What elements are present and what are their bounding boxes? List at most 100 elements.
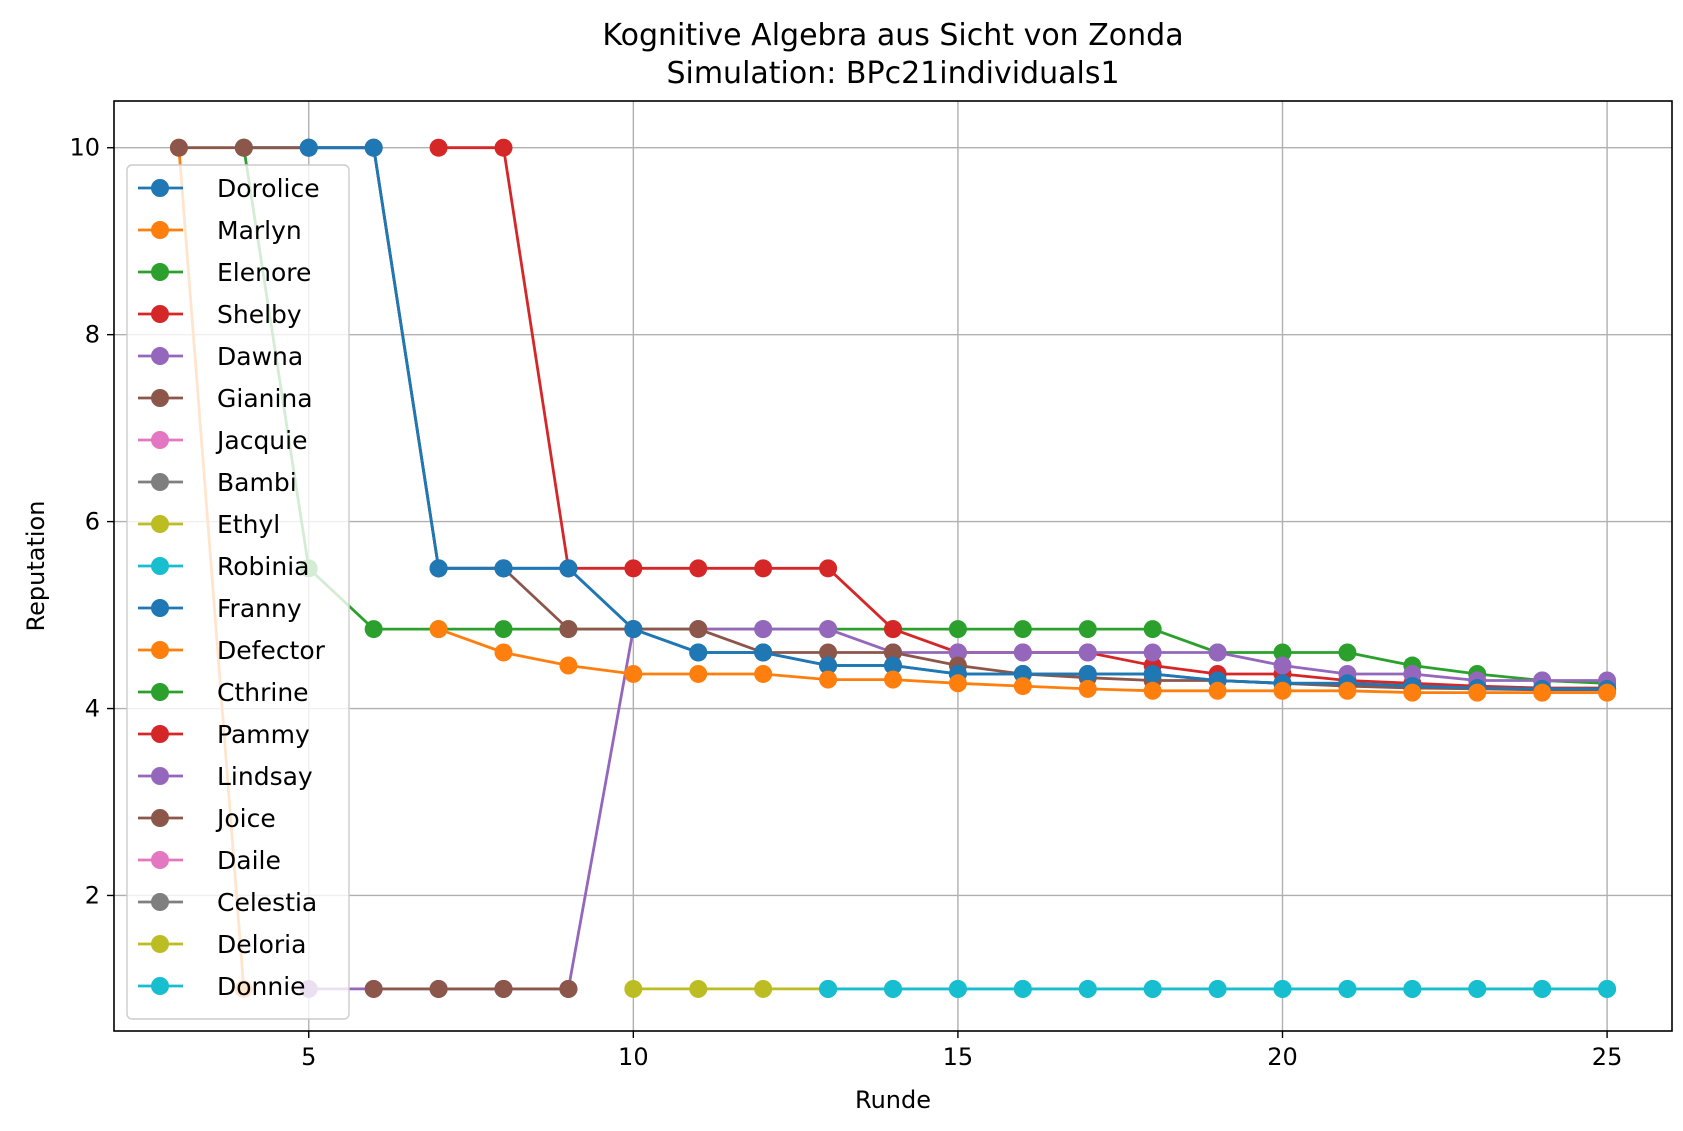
data-point-joice [364, 979, 383, 998]
data-point-franny [819, 656, 838, 675]
legend-item: Elenore [138, 258, 311, 287]
data-point-franny [884, 656, 902, 675]
legend-label: Donnie [217, 972, 306, 1001]
legend-marker [151, 683, 169, 701]
data-point-defector [429, 620, 448, 639]
y-axis-label: Reputation [22, 501, 50, 632]
legend-item: Ethyl [138, 510, 280, 539]
data-point-defector [884, 670, 902, 689]
x-tick-label: 5 [301, 1043, 316, 1071]
legend-label: Daile [217, 846, 281, 875]
data-point-defector [1403, 683, 1422, 702]
legend-label: Jacquie [215, 426, 307, 455]
data-point-shelby [754, 559, 773, 578]
legend-item: Cthrine [138, 678, 309, 707]
y-tick-label: 10 [69, 134, 100, 162]
legend-item: Defector [138, 636, 326, 665]
y-tick-label: 6 [85, 508, 100, 536]
legend-box [126, 164, 350, 1020]
data-point-defector [559, 656, 578, 675]
legend-label: Ethyl [217, 510, 280, 539]
legend-label: Dawna [217, 342, 303, 371]
data-point-dawna [1078, 643, 1097, 662]
legend-marker [151, 809, 169, 827]
legend-label: Joice [215, 804, 276, 833]
legend-marker [151, 389, 169, 407]
data-point-franny [429, 559, 448, 578]
series-donnie [819, 979, 1617, 998]
data-point-franny [299, 138, 318, 157]
data-point-elenore [948, 620, 967, 639]
data-point-gianina [884, 643, 902, 662]
data-point-dawna [1013, 643, 1032, 662]
legend-item: Dorolice [138, 174, 320, 203]
legend-label: Robinia [217, 552, 309, 581]
legend-label: Marlyn [217, 216, 302, 245]
data-point-defector [1273, 681, 1292, 700]
data-point-defector [1078, 679, 1097, 698]
data-point-defector [1533, 683, 1552, 702]
data-point-franny [364, 138, 383, 157]
legend-item: Bambi [138, 468, 297, 497]
data-point-defector [494, 643, 513, 662]
data-point-defector [1013, 677, 1032, 696]
chart-title: Kognitive Algebra aus Sicht von Zonda [602, 18, 1183, 53]
data-point-donnie [948, 979, 967, 998]
data-point-franny [1078, 664, 1097, 683]
data-point-shelby [884, 620, 902, 639]
data-point-donnie [1013, 979, 1032, 998]
data-point-franny [559, 559, 578, 578]
data-point-donnie [884, 979, 902, 998]
data-point-elenore [494, 620, 513, 639]
data-point-dawna [819, 620, 838, 639]
data-point-gianina [559, 620, 578, 639]
plot-frame [113, 100, 1673, 1032]
data-point-ethyl [624, 979, 643, 998]
data-point-donnie [1403, 979, 1422, 998]
data-point-donnie [1598, 979, 1617, 998]
data-point-ethyl [689, 979, 708, 998]
data-point-defector [1143, 681, 1162, 700]
data-point-dawna [1208, 643, 1227, 662]
data-point-elenore [364, 620, 383, 639]
data-point-donnie [1208, 979, 1227, 998]
legend-marker [151, 935, 169, 953]
data-point-defector [624, 664, 643, 683]
legend-marker [151, 221, 169, 239]
axis-ticks: 5 10 15 20 25 2 4 6 8 10 [69, 134, 1622, 1071]
legend-marker [151, 263, 169, 281]
data-point-defector [1598, 683, 1617, 702]
data-point-franny [624, 620, 643, 639]
legend-item: Jacquie [138, 426, 307, 455]
legend-marker [151, 473, 169, 491]
data-point-gianina [819, 643, 838, 662]
series-defector [429, 620, 1617, 702]
legend-item: Donnie [138, 972, 306, 1001]
data-point-defector [819, 670, 838, 689]
data-point-defector [1338, 681, 1357, 700]
y-tick-label: 2 [85, 881, 100, 909]
legend-label: Bambi [217, 468, 297, 497]
data-point-elenore [1338, 643, 1357, 662]
chart-subtitle: Simulation: BPc21individuals1 [666, 56, 1119, 91]
data-point-gianina [234, 138, 253, 157]
legend: Dorolice Marlyn Elenore Shelby Dawna Gianina J… [126, 164, 350, 1020]
legend-marker [151, 347, 169, 365]
legend-label: Pammy [217, 720, 310, 749]
legend-item: Lindsay [138, 762, 313, 791]
data-point-franny [1143, 664, 1162, 683]
data-point-shelby [819, 559, 838, 578]
x-axis-label: Runde [855, 1086, 931, 1114]
legend-label: Defector [217, 636, 326, 665]
legend-marker [151, 515, 169, 533]
legend-marker [151, 767, 169, 785]
legend-item: Pammy [138, 720, 310, 749]
x-tick-label: 20 [1267, 1043, 1298, 1071]
legend-label: Deloria [217, 930, 306, 959]
legend-label: Lindsay [217, 762, 313, 791]
data-point-franny [494, 559, 513, 578]
y-tick-label: 8 [85, 321, 100, 349]
legend-item: Celestia [138, 888, 317, 917]
legend-marker [151, 851, 169, 869]
